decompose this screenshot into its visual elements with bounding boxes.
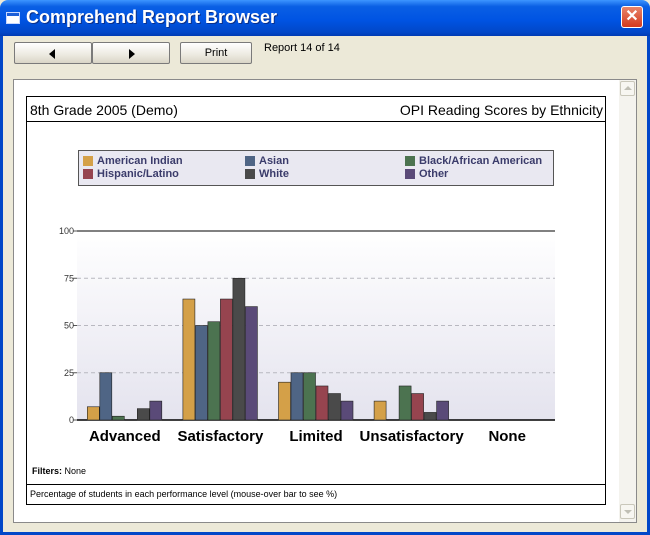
y-tick-label: 100 xyxy=(59,226,74,236)
x-category-label: Advanced xyxy=(89,428,161,445)
bar xyxy=(290,372,304,421)
bar xyxy=(278,381,291,421)
bar xyxy=(398,385,412,421)
y-tick-label: 0 xyxy=(69,415,74,425)
x-category-label: Satisfactory xyxy=(177,428,264,445)
report-subtitle: 8th Grade 2005 (Demo) xyxy=(30,102,178,118)
bar xyxy=(149,400,163,421)
legend-label: Black/African American xyxy=(419,155,543,167)
report-viewer: 8th Grade 2005 (Demo) OPI Reading Scores… xyxy=(13,79,637,523)
arrow-right-icon xyxy=(129,49,135,59)
bar xyxy=(137,408,150,421)
bar xyxy=(112,415,125,421)
legend-label: American Indian xyxy=(97,155,183,167)
x-category-label: Limited xyxy=(289,428,342,445)
bar xyxy=(86,406,100,421)
bar xyxy=(207,321,221,421)
report-footnote: Percentage of students in each performan… xyxy=(30,489,338,499)
bar xyxy=(195,325,208,421)
bar xyxy=(328,393,341,421)
x-category-label: None xyxy=(488,428,526,445)
bar xyxy=(245,306,258,421)
bar xyxy=(303,372,316,421)
arrow-left-icon xyxy=(49,49,55,59)
bar xyxy=(373,400,387,421)
previous-report-button[interactable] xyxy=(14,42,92,64)
close-button[interactable]: ✕ xyxy=(621,6,643,28)
legend-swatch xyxy=(83,169,93,179)
report-position-label: Report 14 of 14 xyxy=(264,42,340,54)
legend-label: Hispanic/Latino xyxy=(97,168,179,180)
legend-swatch xyxy=(405,156,415,166)
legend-swatch xyxy=(245,169,255,179)
legend-swatch xyxy=(83,156,93,166)
y-tick-label: 50 xyxy=(64,321,74,331)
bar xyxy=(436,400,449,421)
legend-swatch xyxy=(405,169,415,179)
scroll-down-icon xyxy=(624,510,632,514)
bar xyxy=(182,298,196,421)
bar xyxy=(340,400,354,421)
bar xyxy=(411,393,424,421)
bar xyxy=(315,385,329,421)
app-window-icon xyxy=(6,12,20,24)
report-page: 8th Grade 2005 (Demo) OPI Reading Scores… xyxy=(26,96,606,505)
bar xyxy=(423,412,437,421)
bar xyxy=(232,277,246,421)
print-button[interactable]: Print xyxy=(180,42,252,64)
filters-line: Filters: None xyxy=(32,466,86,476)
vertical-scrollbar[interactable] xyxy=(619,80,636,522)
scroll-up-icon xyxy=(624,86,632,90)
x-category-label: Unsatisfactory xyxy=(359,428,464,445)
y-tick-label: 25 xyxy=(64,368,74,378)
footer-divider xyxy=(27,484,605,485)
header-divider xyxy=(27,121,605,122)
window-frame xyxy=(0,36,650,535)
legend-label: Other xyxy=(419,168,449,180)
bar-chart: 0 25 50 75 100 Advanced Satisfactory Limited Uns… xyxy=(59,226,555,445)
scroll-down-button[interactable] xyxy=(620,504,635,519)
title-bar: Comprehend Report Browser ✕ xyxy=(0,0,650,36)
chart-legend: American Indian Asian Black/African Amer… xyxy=(78,150,554,186)
legend-swatch xyxy=(245,156,255,166)
bar xyxy=(99,372,113,421)
legend-label: White xyxy=(259,168,289,180)
legend-label: Asian xyxy=(259,155,289,167)
filters-value: None xyxy=(64,466,87,476)
next-report-button[interactable] xyxy=(92,42,170,64)
report-title: OPI Reading Scores by Ethnicity xyxy=(399,102,603,118)
bar xyxy=(220,298,233,421)
scroll-up-button[interactable] xyxy=(620,81,635,96)
close-icon: ✕ xyxy=(625,8,639,25)
window-title: Comprehend Report Browser xyxy=(26,7,278,27)
filters-label: Filters: xyxy=(32,466,63,476)
y-tick-label: 75 xyxy=(64,273,74,283)
